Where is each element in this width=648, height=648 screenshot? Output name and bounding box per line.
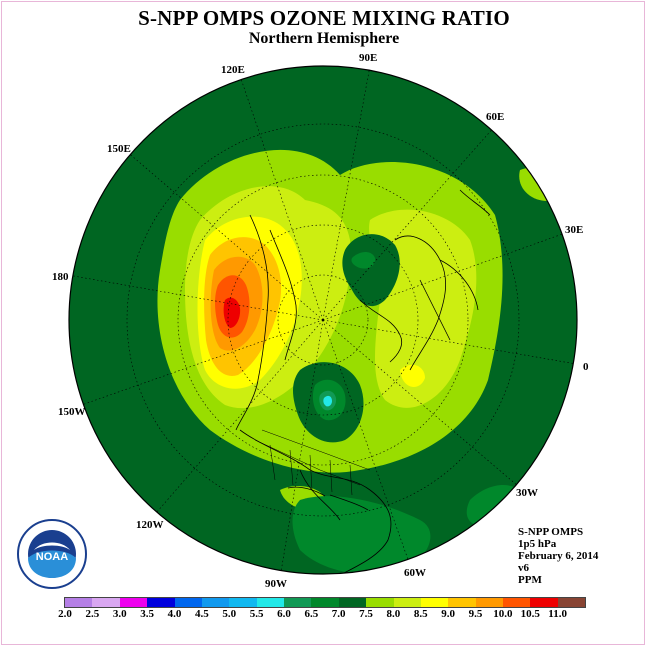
lon-label-90e: 90E <box>359 52 377 64</box>
colorbar-segment <box>174 598 202 607</box>
lon-label-30e: 30E <box>565 224 583 236</box>
info-instrument: S-NPP OMPS <box>518 526 584 538</box>
colorbar-segment <box>201 598 230 607</box>
colorbar <box>64 597 586 608</box>
info-date: February 6, 2014 <box>518 550 599 562</box>
lon-label-120w: 120W <box>136 519 164 531</box>
colorbar-segment <box>338 598 367 607</box>
colorbar-tick-label: 2.0 <box>58 608 72 620</box>
country-borders <box>254 429 371 496</box>
colorbar-segment <box>503 598 531 607</box>
colorbar-segment <box>65 598 93 607</box>
colorbar-tick-label: 4.0 <box>167 608 182 620</box>
map-boundary <box>68 65 578 575</box>
colorbar-segment <box>448 598 476 607</box>
colorbar-tick-label: 3.0 <box>112 608 127 620</box>
colorbar-tick-label: 4.5 <box>194 608 209 620</box>
colorbar-tick-label: 8.0 <box>386 608 401 620</box>
lon-label-0: 0 <box>583 361 589 373</box>
lon-label-180: 180 <box>52 271 69 283</box>
contour-8.5-east <box>400 364 425 388</box>
colorbar-labels: 2.0 2.5 3.0 3.5 4.0 4.5 5.0 5.5 6.0 6.5 7.0 7.5 8.0 8… <box>0 608 648 622</box>
colorbar-segment <box>284 598 312 607</box>
contour-7.0-pole <box>342 234 400 307</box>
colorbar-tick-label: 10.5 <box>520 608 540 620</box>
contour-6.5-pole <box>351 252 376 269</box>
colorbar-tick-label: 9.5 <box>468 608 483 620</box>
colorbar-segment <box>92 598 120 607</box>
colorbar-tick-label: 3.5 <box>140 608 154 620</box>
lon-label-60e: 60E <box>486 111 504 123</box>
colorbar-tick-label: 7.5 <box>359 608 373 620</box>
map-title: S-NPP OMPS OZONE MIXING RATIO <box>138 6 510 30</box>
colorbar-tick-label: 7.0 <box>331 608 346 620</box>
contour-10.5 <box>223 297 241 328</box>
colorbar-segment <box>420 598 449 607</box>
colorbar-segment <box>311 598 339 607</box>
colorbar-segment <box>393 598 421 607</box>
info-units: PPM <box>518 574 542 586</box>
lon-label-150e: 150E <box>107 143 131 155</box>
colorbar-segment <box>475 598 503 607</box>
graticule <box>69 66 577 574</box>
ozone-field <box>69 66 577 574</box>
colorbar-tick-label: 6.5 <box>304 608 319 620</box>
contour-6.5-south <box>292 496 431 574</box>
info-level: 1p5 hPa <box>518 538 557 550</box>
colorbar-segment <box>530 598 558 607</box>
colorbar-tick-label: 6.0 <box>277 608 291 620</box>
noaa-logo: NOAA <box>17 519 87 589</box>
colorbar-segment <box>557 598 586 607</box>
colorbar-tick-label: 5.5 <box>249 608 264 620</box>
colorbar-tick-label: 9.0 <box>441 608 456 620</box>
contour-5.5-america <box>323 395 332 407</box>
info-version: v6 <box>518 562 529 574</box>
map-subtitle: Northern Hemisphere <box>248 30 400 47</box>
colorbar-segment <box>256 598 284 607</box>
colorbar-segment <box>229 598 257 607</box>
colorbar-tick-label: 10.0 <box>493 608 513 620</box>
lon-label-30w: 30W <box>516 487 538 499</box>
logo-text: NOAA <box>36 551 68 563</box>
colorbar-tick-label: 11.0 <box>548 608 567 620</box>
colorbar-tick-label: 5.0 <box>222 608 237 620</box>
lon-label-90w: 90W <box>265 578 287 590</box>
lon-label-60w: 60W <box>404 567 426 579</box>
colorbar-segment <box>119 598 148 607</box>
lon-label-150w: 150W <box>58 406 86 418</box>
colorbar-segment <box>366 598 394 607</box>
colorbar-tick-label: 2.5 <box>85 608 100 620</box>
colorbar-segment <box>147 598 175 607</box>
colorbar-tick-label: 8.5 <box>413 608 428 620</box>
lon-label-120e: 120E <box>221 64 245 76</box>
product-info: S-NPP OMPS 1p5 hPa February 6, 2014 v6 P… <box>518 526 598 586</box>
